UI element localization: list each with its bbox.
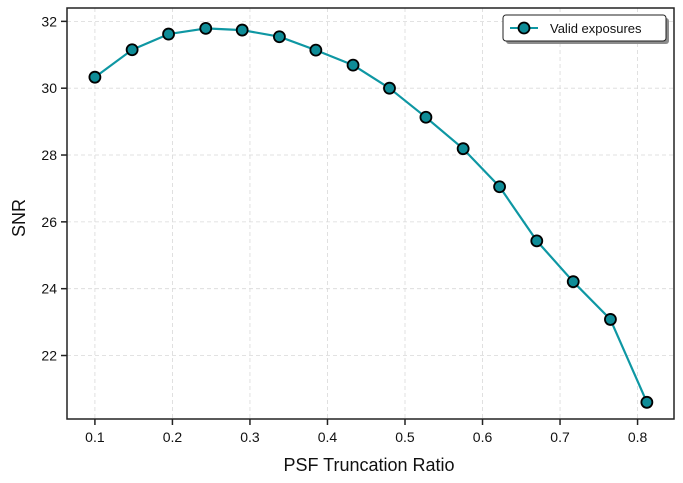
data-point: [419, 110, 433, 124]
data-point: [383, 81, 396, 95]
y-tick-label: 30: [41, 80, 57, 96]
data-point: [346, 58, 360, 72]
data-point: [640, 395, 654, 409]
legend-series-marker: [517, 21, 531, 35]
x-tick-label: 0.1: [85, 429, 105, 445]
legend-series-name: Valid exposures: [550, 21, 642, 36]
data-point: [162, 27, 175, 41]
data-point: [530, 234, 544, 248]
y-tick-label: 28: [41, 147, 57, 163]
data-point: [88, 70, 102, 84]
y-tick-label: 32: [41, 13, 57, 29]
y-axis-label: SNR: [9, 199, 29, 237]
plot-frame: [66, 7, 675, 420]
data-point: [235, 23, 249, 37]
x-tick-label: 0.2: [163, 429, 183, 445]
x-axis-label: PSF Truncation Ratio: [283, 455, 454, 475]
ticks: 0.1 0.2 0.3 0.4 0.5 0.6 0.7 0.8 22 24 26 28 30 32: [41, 13, 647, 445]
x-tick-label: 0.3: [240, 429, 260, 445]
data-point: [199, 21, 213, 35]
data-point: [493, 180, 506, 194]
x-tick-label: 0.8: [628, 429, 648, 445]
grid: [67, 8, 674, 419]
data-point: [604, 313, 617, 326]
data-point: [566, 275, 580, 289]
legend: Valid exposures: [502, 14, 669, 44]
data-point: [309, 43, 323, 57]
y-tick-label: 24: [41, 281, 57, 297]
data-point: [456, 142, 470, 156]
data-point: [125, 43, 139, 57]
x-tick-label: 0.4: [318, 429, 338, 445]
x-tick-label: 0.5: [395, 429, 415, 445]
y-tick-label: 26: [41, 214, 57, 230]
series-layer: [88, 21, 654, 409]
x-tick-label: 0.7: [550, 429, 570, 445]
legend-box: [502, 14, 667, 42]
series-line: [94, 27, 648, 403]
data-point: [273, 30, 286, 44]
x-tick-label: 0.6: [473, 429, 493, 445]
y-tick-label: 22: [41, 348, 57, 364]
